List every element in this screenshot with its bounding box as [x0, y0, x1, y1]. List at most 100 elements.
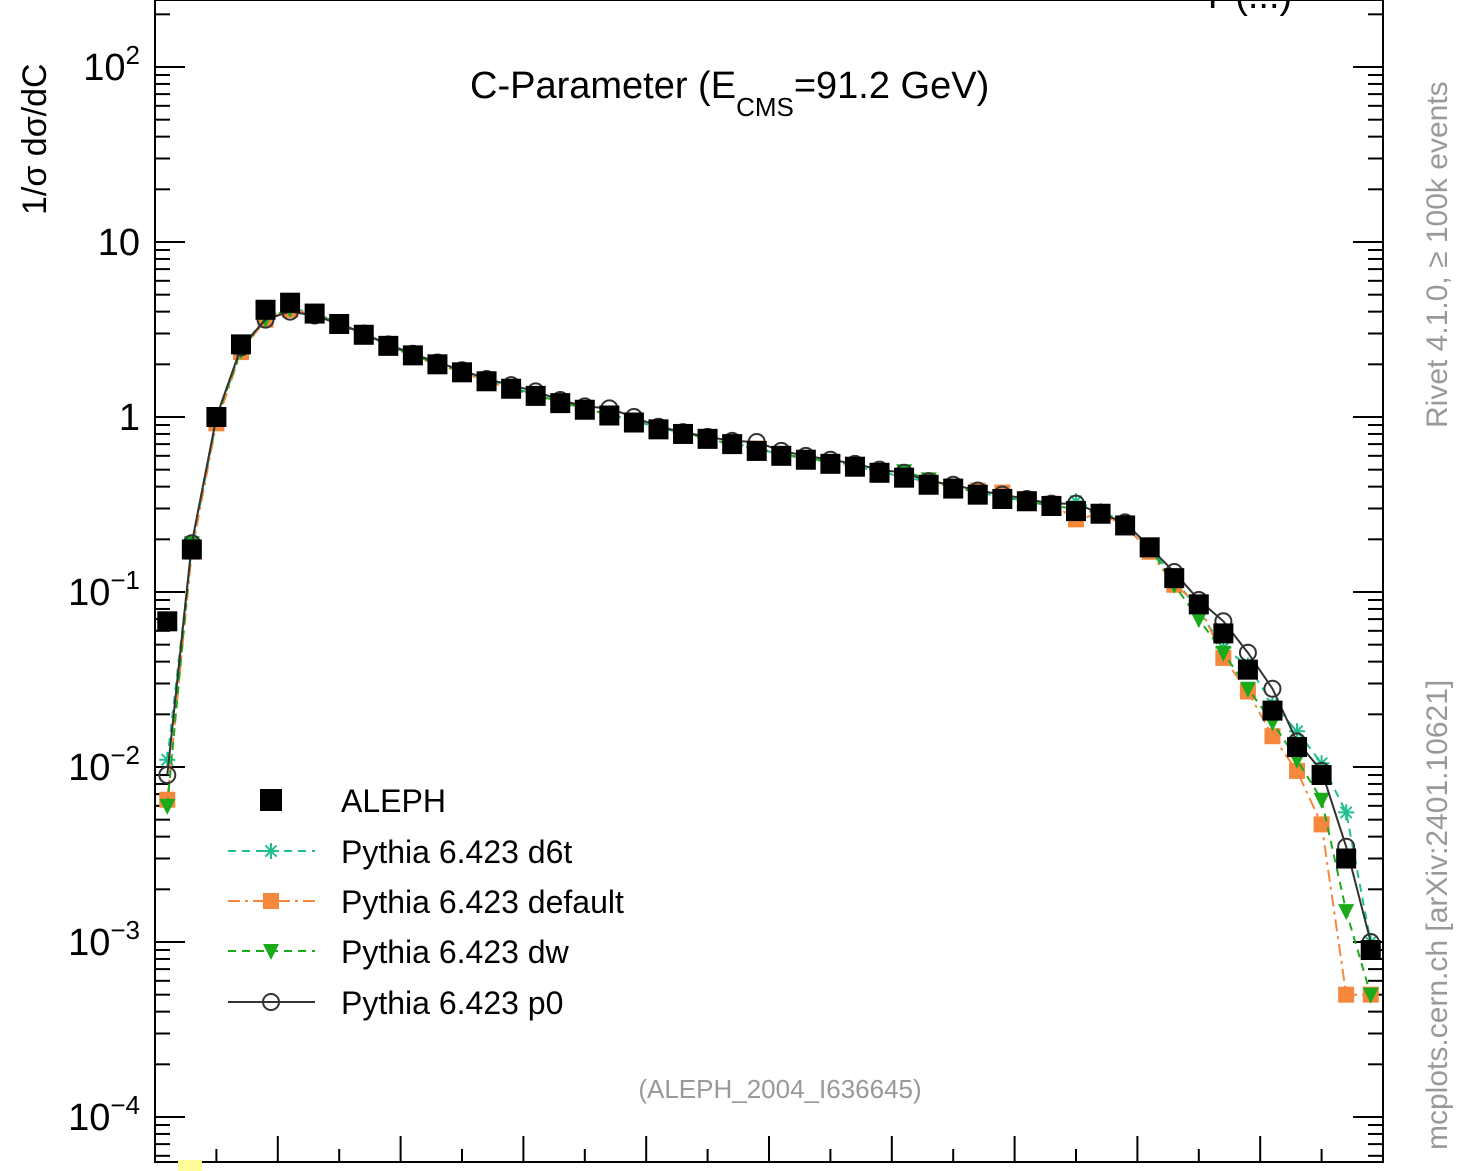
- data-point: [820, 453, 841, 474]
- legend-label: Pythia 6.423 default: [341, 884, 624, 920]
- data-point: [1115, 515, 1136, 536]
- data-series: [157, 292, 1381, 1004]
- highlight-marker: [178, 1160, 202, 1171]
- data-point: [1362, 987, 1379, 1004]
- data-point: [1287, 737, 1308, 758]
- data-point: [1338, 986, 1355, 1003]
- data-point: [1311, 765, 1332, 786]
- y-tick-label: 102: [83, 40, 140, 89]
- data-point: [1239, 681, 1256, 698]
- data-point: [1090, 503, 1111, 524]
- data-point: [894, 467, 915, 488]
- data-point: [157, 611, 178, 632]
- data-point: [869, 462, 890, 483]
- legend-label: Pythia 6.423 dw: [341, 934, 570, 970]
- data-point: [574, 399, 595, 420]
- y-tick-label-exponent: −1: [110, 565, 140, 595]
- reference-label: (ALEPH_2004_I636645): [638, 1074, 921, 1104]
- data-point: [1338, 904, 1355, 921]
- rivet-label: Rivet 4.1.0, ≥ 100k events: [1421, 81, 1454, 428]
- y-tick-label: 10−1: [68, 565, 140, 614]
- data-point: [550, 393, 571, 414]
- legend-label: Pythia 6.423 d6t: [341, 834, 572, 870]
- legend-marker: [262, 993, 280, 1011]
- data-point: [402, 345, 423, 366]
- data-point: [599, 405, 620, 426]
- data-point: [648, 419, 669, 440]
- data-point: [1338, 804, 1355, 821]
- series-aleph: [157, 292, 1381, 961]
- y-tick-label-base: 1: [119, 397, 140, 439]
- data-point: [623, 412, 644, 433]
- y-tick-label: 10−2: [68, 740, 140, 789]
- legend-item: Pythia 6.423 dw: [228, 934, 570, 970]
- plot-frame: [154, 0, 1384, 1163]
- y-tick-label-base: 10: [83, 47, 125, 89]
- legend-label: Pythia 6.423 p0: [341, 985, 563, 1021]
- data-point: [159, 751, 176, 768]
- legend-item: Pythia 6.423 d6t: [228, 834, 572, 870]
- data-point: [1016, 491, 1037, 512]
- data-point: [1164, 568, 1185, 589]
- legend-marker: [263, 893, 279, 909]
- y-tick-label-exponent: −3: [110, 915, 140, 945]
- data-point: [1313, 816, 1330, 833]
- chart-title-rest: =91.2 GeV): [794, 65, 989, 107]
- data-point: [1289, 723, 1306, 740]
- chart-title-subscript: CMS: [736, 92, 794, 122]
- data-point: [427, 354, 448, 375]
- data-point: [918, 474, 939, 495]
- data-point: [452, 362, 472, 383]
- data-point: [353, 324, 374, 345]
- data-point: [1066, 501, 1086, 522]
- y-tick-label-exponent: 2: [126, 40, 140, 70]
- data-point: [771, 445, 792, 466]
- data-point: [255, 299, 276, 320]
- y-tick-label: 10−4: [68, 1090, 140, 1139]
- data-point: [1264, 728, 1281, 745]
- data-point: [1336, 848, 1357, 869]
- data-point: [844, 456, 865, 477]
- data-point: [525, 385, 546, 406]
- data-point: [795, 449, 816, 470]
- data-point: [722, 434, 743, 455]
- y-tick-label-exponent: −2: [110, 740, 140, 770]
- y-tick-label-base: 10: [68, 922, 110, 964]
- data-point: [329, 313, 350, 334]
- legend: ALEPH Pythia 6.423 d6t Pythia 6.423 defaul…: [228, 783, 624, 1021]
- data-point: [1263, 679, 1282, 698]
- data-point: [1262, 700, 1283, 721]
- data-point: [181, 539, 202, 560]
- chart-title-main: C-Parameter (E: [470, 65, 736, 107]
- legend-item: ALEPH: [260, 783, 446, 819]
- data-point: [501, 378, 522, 399]
- y-tick-label-base: 10: [98, 222, 140, 264]
- chart-title: C-Parameter (ECMS=91.2 GeV): [470, 65, 989, 122]
- data-point: [992, 488, 1013, 509]
- data-point: [1237, 659, 1258, 680]
- data-point: [967, 484, 988, 505]
- data-point: [943, 478, 964, 499]
- y-tick-label-base: 10: [68, 1097, 110, 1139]
- mcplots-label: mcplots.cern.ch [arXiv:2401.10621]: [1421, 679, 1454, 1150]
- legend-marker: [263, 843, 279, 859]
- legend-item: Pythia 6.423 default: [228, 884, 624, 920]
- data-point: [230, 334, 251, 355]
- data-point: [159, 798, 176, 815]
- top-cut-label: Y (...): [1200, 0, 1292, 17]
- data-point: [476, 371, 497, 392]
- data-point: [304, 303, 325, 324]
- data-point: [1139, 537, 1160, 558]
- data-point: [206, 407, 227, 427]
- legend-label: ALEPH: [341, 783, 446, 819]
- y-tick-label-base: 10: [68, 747, 110, 789]
- data-point: [1313, 792, 1330, 809]
- data-point: [1188, 594, 1209, 615]
- legend-marker: [260, 789, 282, 811]
- data-point: [158, 766, 177, 785]
- data-point: [280, 292, 301, 313]
- data-point: [746, 440, 767, 461]
- data-point: [1360, 940, 1381, 961]
